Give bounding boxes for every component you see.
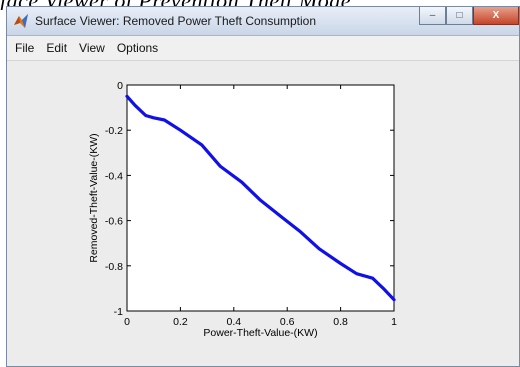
surface-viewer-window: Surface Viewer: Removed Power Theft Cons…: [6, 6, 520, 367]
menu-options[interactable]: Options: [116, 41, 159, 55]
window-controls: – □ X: [419, 7, 519, 27]
menu-bar: File Edit View Options: [7, 36, 519, 61]
y-tick-label: -0.6: [105, 216, 123, 228]
x-axis-label: Power-Theft-Value-(KW): [203, 327, 317, 339]
y-tick-label: -1: [114, 306, 123, 318]
y-tick-label: 0: [117, 80, 123, 92]
x-tick-label: 0.6: [280, 316, 295, 328]
y-tick-label: -0.8: [105, 261, 123, 273]
menu-edit[interactable]: Edit: [46, 41, 68, 55]
y-axis-label: Removed-Theft-Value-(KW): [88, 133, 100, 262]
surface-chart[interactable]: 0 0.2 0.4 0.6 0.8 1 0 -0.2 -0.4 -0.6 -0.8 -1 Power…: [7, 61, 520, 367]
menu-file[interactable]: File: [15, 41, 35, 55]
x-tick-label: 1: [391, 316, 397, 328]
x-tick-label: 0.8: [333, 316, 348, 328]
axes-background: [126, 84, 395, 312]
x-tick-label: 0: [124, 316, 130, 328]
menu-view[interactable]: View: [79, 41, 105, 55]
plot-area: 0 0.2 0.4 0.6 0.8 1 0 -0.2 -0.4 -0.6 -0.8 -1 Power…: [7, 61, 520, 367]
y-axis-ticks: 0 -0.2 -0.4 -0.6 -0.8 -1: [105, 80, 394, 318]
maximize-button[interactable]: □: [446, 7, 473, 25]
title-bar[interactable]: Surface Viewer: Removed Power Theft Cons…: [7, 7, 519, 36]
series-curve: [125, 94, 396, 302]
close-button[interactable]: X: [473, 7, 519, 25]
window-title: Surface Viewer: Removed Power Theft Cons…: [35, 14, 317, 28]
y-tick-label: -0.2: [105, 125, 123, 137]
matlab-icon: [14, 14, 28, 28]
x-tick-label: 0.4: [226, 316, 241, 328]
minimize-button[interactable]: –: [419, 7, 446, 25]
x-axis-ticks: 0 0.2 0.4 0.6 0.8 1: [124, 85, 397, 328]
document-caption: face Viewer of Prevention Theft Mode: [0, 0, 520, 10]
y-tick-label: -0.4: [105, 170, 123, 182]
x-tick-label: 0.2: [173, 316, 188, 328]
